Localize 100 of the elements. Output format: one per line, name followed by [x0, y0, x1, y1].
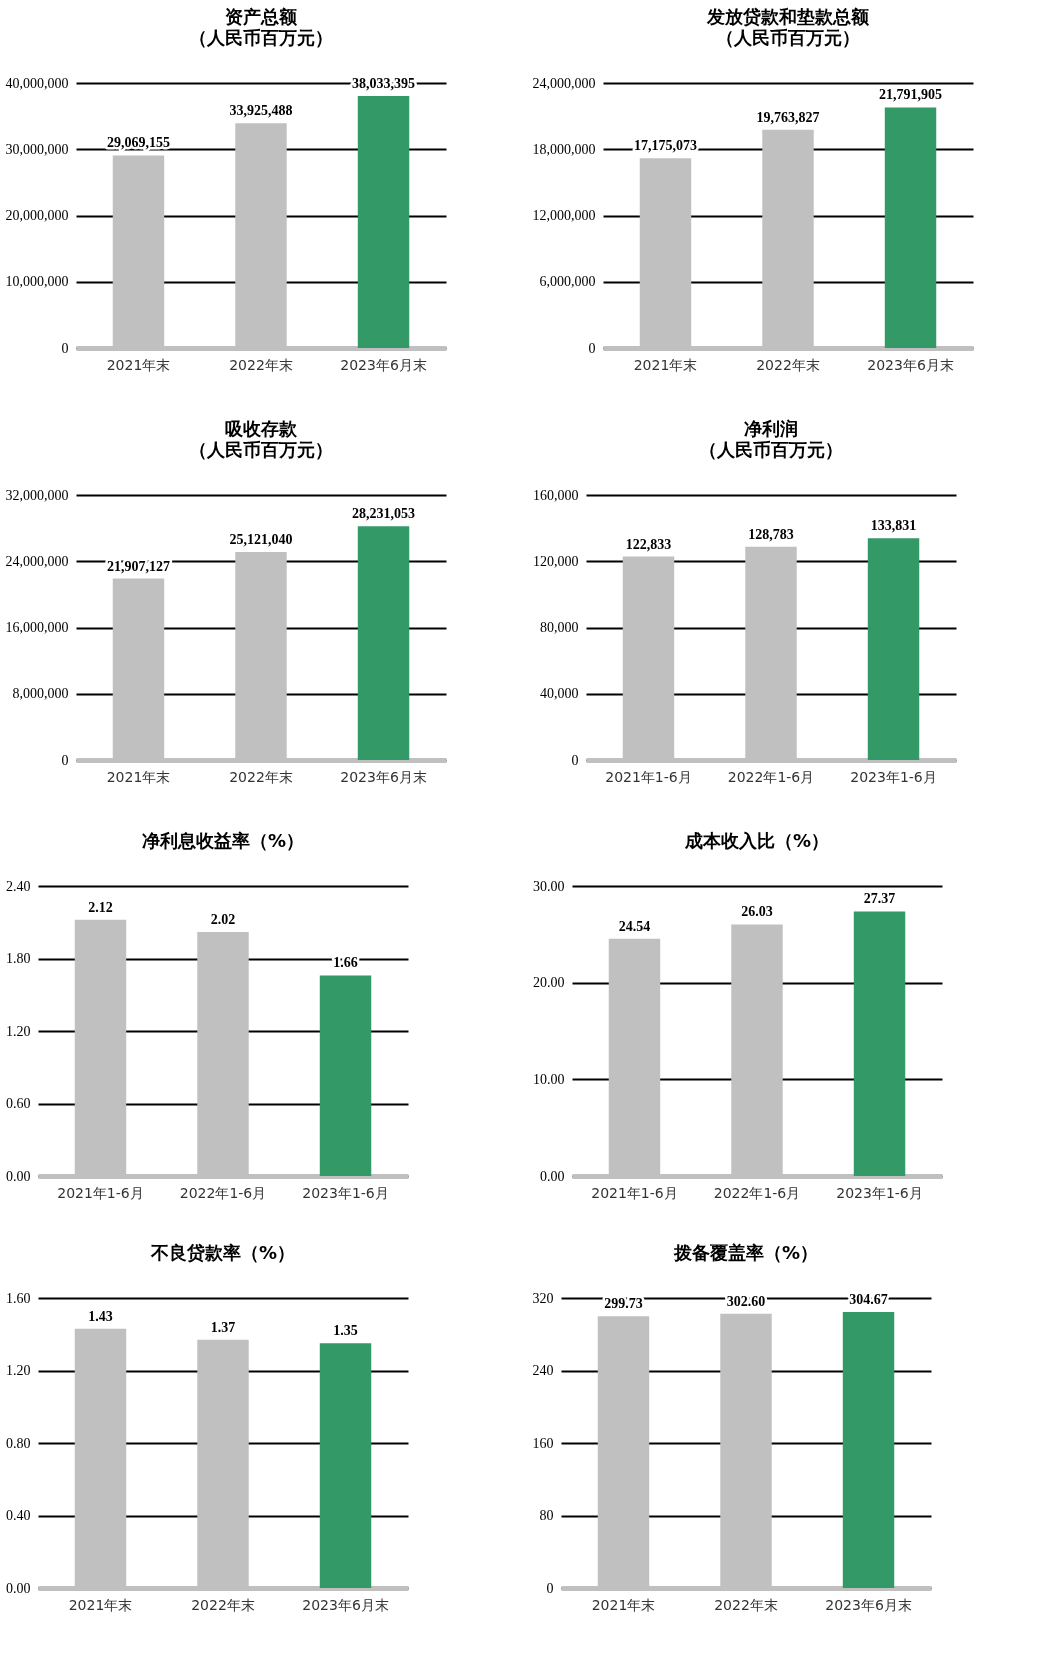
x-tick-label: 2021年1-6月 [605, 768, 692, 785]
y-tick-label: 320 [532, 1290, 554, 1306]
chart-subtitle: （人民币百万元） [699, 439, 843, 460]
y-tick-label: 24,000,000 [5, 553, 69, 569]
data-label: 19,763,827 [756, 109, 820, 125]
x-tick-label: 2022年1-6月 [727, 768, 815, 785]
y-tick-label: 0 [546, 1580, 554, 1596]
y-tick-label: 80 [539, 1508, 554, 1523]
y-tick-label: 0.00 [6, 1168, 31, 1184]
y-tick-label: 20,000,000 [5, 208, 69, 223]
y-tick-label: 0 [571, 752, 579, 768]
y-tick-label: 6,000,000 [539, 274, 596, 290]
bar [319, 975, 372, 1176]
data-label: 26.03 [741, 904, 773, 920]
y-tick-label: 0.00 [540, 1168, 565, 1184]
x-tick-label: 2021年1-6月 [57, 1184, 144, 1201]
x-tick-label: 2023年6月末 [825, 1596, 912, 1613]
y-tick-label: 1.80 [6, 951, 31, 966]
x-tick-label: 2022年1-6月 [179, 1184, 267, 1201]
chart-title: 资产总额 [225, 6, 298, 27]
bar [357, 96, 410, 348]
x-tick-label: 2023年1-6月 [850, 768, 937, 785]
data-label: 27.37 [863, 891, 896, 907]
x-tick-label: 2022年末 [714, 1596, 778, 1613]
chart-title: 成本收入比（%） [683, 830, 830, 851]
y-tick-label: 1.20 [6, 1363, 31, 1378]
y-tick-label: 18,000,000 [532, 141, 596, 157]
y-tick-label: 0 [588, 340, 596, 356]
y-tick-label: 0 [61, 340, 69, 356]
data-label: 28,231,053 [352, 506, 416, 522]
chart-title: 拨备覆盖率（%） [672, 1242, 819, 1263]
chart-subtitle: （人民币百万元） [189, 439, 333, 460]
y-tick-label: 40,000 [540, 686, 579, 702]
y-tick-label: 0.60 [6, 1096, 31, 1111]
y-tick-label: 20.00 [533, 975, 565, 991]
y-tick-label: 0 [61, 752, 69, 768]
data-label: 1.43 [88, 1308, 113, 1324]
y-tick-label: 2.40 [6, 878, 31, 894]
chart-title: 吸收存款 [225, 418, 298, 439]
bar [853, 911, 906, 1176]
bar [357, 526, 410, 760]
data-label: 1.35 [333, 1323, 358, 1339]
bar [884, 107, 937, 348]
y-tick-label: 40,000,000 [5, 75, 69, 91]
x-tick-label: 2021年末 [633, 356, 698, 373]
x-tick-label: 2022年末 [191, 1596, 255, 1613]
x-tick-label: 2022年末 [756, 356, 820, 373]
y-tick-label: 240 [532, 1363, 554, 1378]
chart-title: 发放贷款和垫款总额 [706, 6, 870, 27]
y-tick-label: 10,000,000 [5, 274, 69, 290]
data-label: 21,791,905 [879, 87, 943, 103]
x-tick-label: 2023年6月末 [302, 1596, 389, 1613]
x-tick-label: 2023年1-6月 [302, 1184, 389, 1201]
y-tick-label: 30.00 [533, 878, 565, 894]
x-tick-label: 2023年6月末 [340, 768, 427, 785]
x-tick-label: 2022年末 [229, 356, 293, 373]
x-tick-label: 2023年1-6月 [836, 1184, 923, 1201]
y-tick-label: 1.60 [6, 1290, 31, 1306]
data-label: 1.37 [210, 1319, 236, 1335]
y-tick-label: 16,000,000 [5, 620, 69, 635]
data-label: 133,831 [870, 518, 917, 534]
data-label: 299.73 [604, 1296, 643, 1312]
x-tick-label: 2021年末 [591, 1596, 656, 1613]
y-tick-label: 0.00 [6, 1580, 31, 1596]
x-tick-label: 2022年末 [229, 768, 293, 785]
data-label: 29,069,155 [106, 135, 170, 151]
y-tick-label: 1.20 [6, 1023, 31, 1039]
y-tick-label: 24,000,000 [532, 75, 596, 91]
x-tick-label: 2022年1-6月 [713, 1184, 801, 1201]
y-tick-label: 30,000,000 [5, 141, 69, 157]
data-label: 24.54 [618, 918, 651, 934]
x-tick-label: 2021年末 [106, 356, 171, 373]
y-tick-label: 8,000,000 [12, 686, 69, 702]
data-label: 33,925,488 [229, 103, 293, 119]
x-tick-label: 2023年6月末 [867, 356, 954, 373]
y-tick-label: 0.80 [6, 1435, 31, 1451]
y-tick-label: 160,000 [533, 487, 579, 503]
x-tick-label: 2021年1-6月 [591, 1184, 678, 1201]
chart-subtitle: （人民币百万元） [716, 27, 860, 48]
chart-title: 净利息收益率（%） [141, 830, 305, 851]
x-tick-label: 2021年末 [106, 768, 171, 785]
chart-title: 不良贷款率（%） [149, 1242, 296, 1263]
data-label: 2.12 [88, 899, 113, 915]
chart-title: 净利润 [744, 418, 798, 439]
y-tick-label: 80,000 [540, 620, 579, 635]
data-label: 25,121,040 [229, 531, 293, 547]
chart-subtitle: （人民币百万元） [189, 27, 333, 48]
bar [867, 538, 920, 760]
y-tick-label: 32,000,000 [5, 487, 69, 503]
data-label: 122,833 [625, 536, 672, 552]
x-tick-label: 2021年末 [68, 1596, 133, 1613]
x-tick-label: 2023年6月末 [340, 356, 427, 373]
data-label: 128,783 [748, 526, 794, 542]
y-tick-label: 10.00 [533, 1071, 565, 1087]
y-tick-label: 160 [532, 1435, 554, 1451]
data-label: 2.02 [210, 911, 236, 927]
y-tick-label: 120,000 [533, 553, 579, 569]
data-label: 21,907,127 [106, 558, 170, 574]
y-tick-label: 12,000,000 [532, 208, 596, 223]
y-tick-label: 0.40 [6, 1508, 31, 1523]
